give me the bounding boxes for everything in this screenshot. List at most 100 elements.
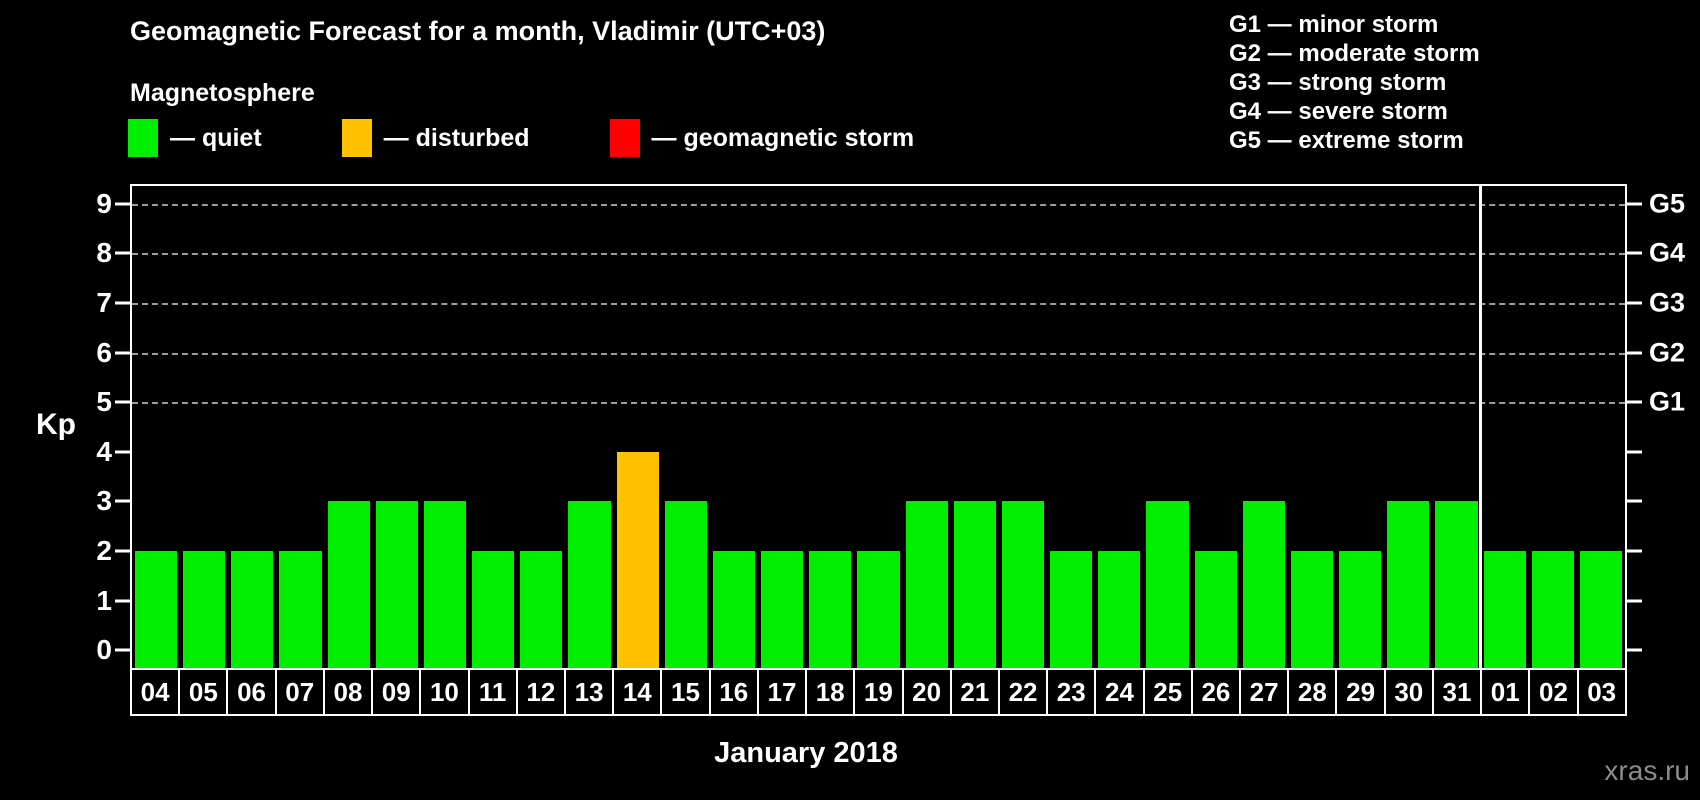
gridline-kp-5 (132, 402, 1625, 405)
legend-swatch-disturbed (341, 119, 372, 157)
kp-bar-day-08 (327, 501, 370, 668)
kp-bar-day-02 (1531, 550, 1574, 668)
day-label-cell-09: 09 (371, 668, 422, 716)
day-label-cell-30: 30 (1383, 668, 1434, 716)
legend-label-disturbed: — disturbed (383, 123, 530, 152)
gridline-kp-7 (132, 303, 1625, 306)
kp-bar-day-09 (375, 501, 418, 668)
legend-label-quiet: — quiet (170, 123, 262, 152)
magnetosphere-legend: — quiet — disturbed — geomagnetic storm (128, 117, 994, 159)
day-label-cell-13: 13 (563, 668, 615, 716)
day-label-cell-20: 20 (901, 668, 952, 716)
y-tick-right-3 (1627, 499, 1642, 503)
day-label-cell-05: 05 (178, 668, 229, 716)
day-label-cell-16: 16 (708, 668, 759, 716)
kp-bar-day-12 (520, 550, 563, 668)
x-axis-title: January 2018 (714, 737, 898, 769)
kp-bar-day-24 (1098, 550, 1141, 668)
day-label-cell-31: 31 (1431, 668, 1483, 716)
y-tick-right-9 (1627, 202, 1642, 206)
y-tick-right-5 (1627, 400, 1642, 404)
y-tick-left-3 (115, 499, 130, 503)
y-tick-right-7 (1627, 301, 1642, 305)
kp-bar-day-05 (183, 550, 226, 668)
y-tick-left-2 (115, 549, 130, 553)
day-label-cell-23: 23 (1046, 668, 1097, 716)
kp-bar-day-28 (1290, 550, 1334, 668)
g-axis-label-G4: G4 (1649, 237, 1686, 268)
g-axis-label-G1: G1 (1649, 386, 1686, 417)
y-tick-left-7 (115, 301, 130, 305)
day-label-cell-19: 19 (853, 668, 904, 716)
y-axis-label-7: 7 (96, 287, 112, 319)
y-tick-right-2 (1627, 549, 1642, 553)
day-label-cell-06: 06 (226, 668, 277, 716)
plot-area: 0 1 2 3 4 5 6 7 8 9 G1 G2 G3 G4 G5 (96, 184, 1685, 670)
y-axis-label-5: 5 (96, 386, 112, 418)
kp-bar-day-01 (1483, 550, 1526, 668)
gridline-kp-6 (132, 352, 1625, 355)
g-legend-line-5: G5 — extreme storm (1229, 127, 1464, 154)
g-axis-label-G5: G5 (1649, 188, 1686, 219)
y-tick-right-6 (1627, 351, 1642, 355)
page-title: Geomagnetic Forecast for a month, Vladim… (130, 16, 826, 46)
kp-bar-day-14 (616, 451, 659, 668)
kp-bar-day-30 (1387, 501, 1430, 668)
y-tick-right-1 (1627, 599, 1642, 603)
kp-bar-day-16 (712, 550, 756, 668)
kp-bar-day-21 (953, 501, 996, 668)
day-label-cell-18: 18 (805, 668, 856, 716)
y-tick-right-4 (1627, 450, 1642, 454)
magnetosphere-heading: Magnetosphere (130, 79, 315, 107)
y-tick-left-6 (115, 351, 130, 355)
y-tick-left-5 (115, 400, 130, 404)
kp-bar-day-25 (1146, 501, 1189, 668)
x-axis-day-labels: 04 05 06 07 08 09 10 11 12 13 14 15 16 17 18 19 20 21 22 23… (130, 668, 1627, 716)
day-label-cell-14: 14 (612, 668, 663, 716)
day-label-cell-22: 22 (997, 668, 1049, 716)
day-label-cell-27: 27 (1239, 668, 1290, 716)
month-separator-line (1479, 186, 1483, 668)
day-label-cell-02: 02 (1528, 668, 1579, 716)
y-axis-label-3: 3 (96, 485, 112, 517)
legend-swatch-storm (609, 119, 640, 157)
g-legend-line-2: G2 — moderate storm (1229, 40, 1480, 67)
gridline-kp-8 (132, 253, 1625, 256)
y-axis-label-0: 0 (96, 634, 112, 666)
y-tick-right-0 (1627, 648, 1642, 652)
day-label-cell-24: 24 (1094, 668, 1145, 716)
day-label-cell-03: 03 (1576, 668, 1627, 716)
legend-swatch-quiet (128, 119, 158, 157)
gridline-kp-9 (132, 203, 1625, 206)
legend-item-storm: — geomagnetic storm (609, 119, 915, 157)
day-label-cell-26: 26 (1190, 668, 1242, 716)
y-tick-left-8 (115, 251, 130, 255)
y-axis-label-6: 6 (96, 336, 112, 368)
day-label-cell-01: 01 (1480, 668, 1531, 716)
g-scale-legend: G1 — minor storm G2 — moderate storm G3 — … (1229, 10, 1480, 155)
g-axis-label-G2: G2 (1649, 337, 1686, 368)
kp-bar-day-29 (1339, 550, 1382, 668)
y-axis-title: Kp (36, 408, 76, 441)
y-tick-left-4 (115, 450, 130, 454)
day-label-cell-11: 11 (467, 668, 518, 716)
y-tick-left-9 (115, 202, 130, 206)
kp-bar-day-18 (809, 550, 852, 668)
day-label-cell-08: 08 (322, 668, 374, 716)
kp-bar-day-20 (905, 501, 948, 668)
y-axis-label-9: 9 (96, 187, 112, 219)
legend-label-storm: — geomagnetic storm (651, 123, 915, 152)
kp-bar-day-07 (279, 550, 322, 668)
legend-item-quiet: — quiet (128, 119, 262, 157)
g-legend-line-4: G4 — severe storm (1229, 98, 1448, 125)
y-axis-label-2: 2 (96, 534, 112, 566)
g-legend-line-1: G1 — minor storm (1229, 11, 1439, 38)
day-label-cell-15: 15 (660, 668, 711, 716)
kp-bar-day-27 (1242, 501, 1285, 668)
y-axis-label-4: 4 (96, 435, 112, 467)
y-tick-right-8 (1627, 251, 1642, 255)
kp-bar-day-13 (568, 501, 611, 668)
kp-bar-day-04 (135, 550, 178, 668)
watermark: xras.ru (1604, 755, 1690, 786)
